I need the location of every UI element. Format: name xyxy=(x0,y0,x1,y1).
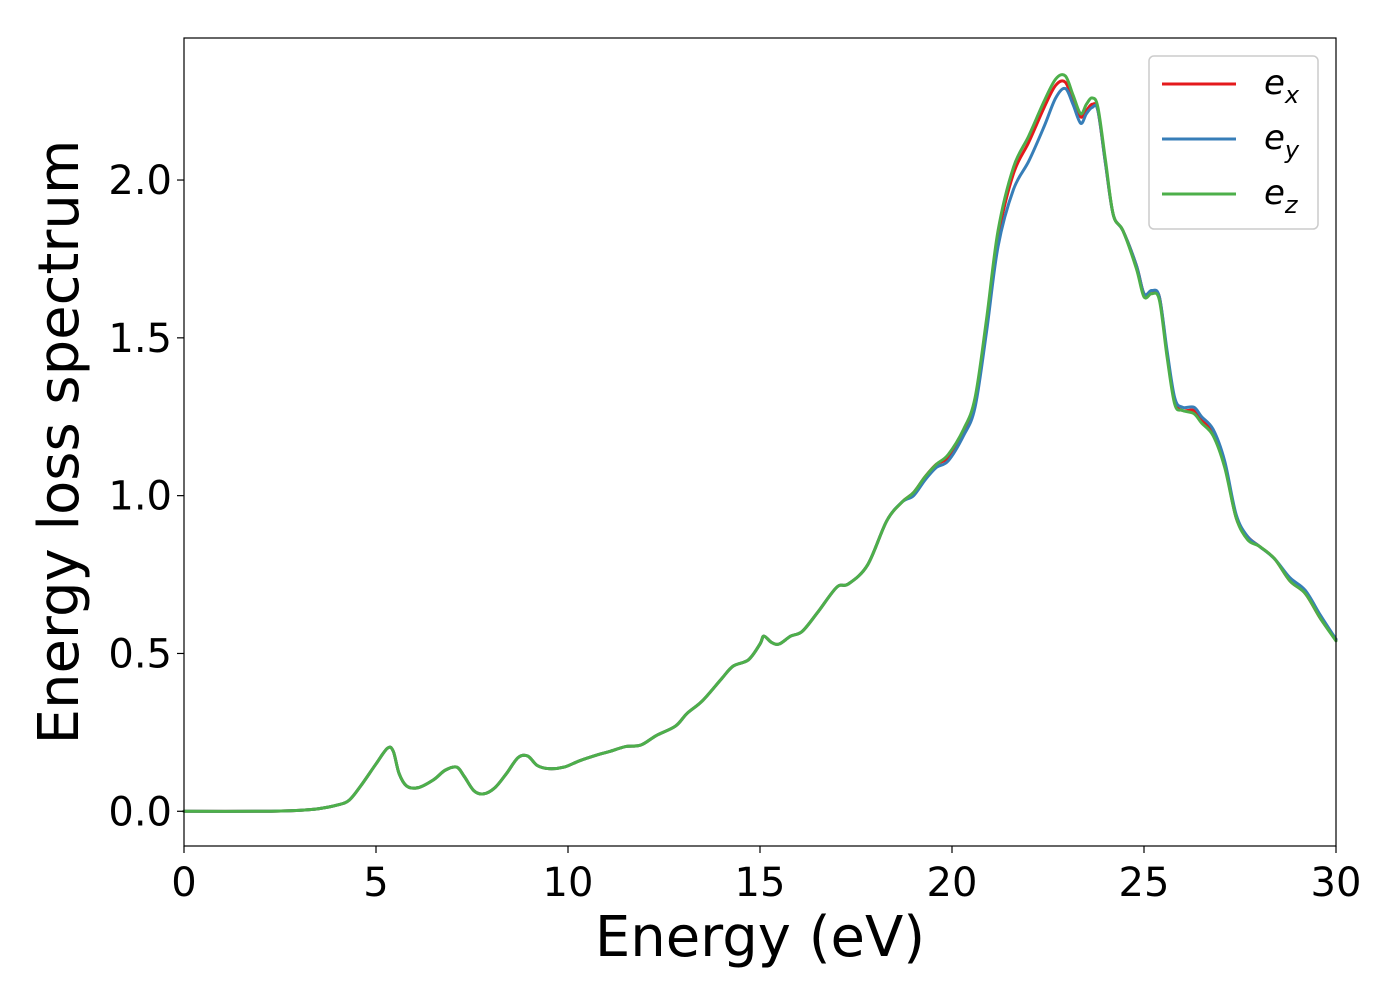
y-tick-label: 2.0 xyxy=(108,158,172,204)
x-axis-ticks: 0 5 10 15 20 25 30 xyxy=(171,846,1361,906)
legend-box xyxy=(1148,55,1319,230)
legend-label-y: ey xyxy=(1264,118,1300,164)
y-axis-ticks: 0.0 0.5 1.0 1.5 2.0 xyxy=(108,158,184,835)
x-tick-label: 10 xyxy=(543,860,594,906)
legend-label-z: ez xyxy=(1264,173,1299,219)
x-tick-label: 20 xyxy=(927,860,978,906)
x-tick-label: 30 xyxy=(1311,860,1362,906)
x-tick-label: 25 xyxy=(1119,860,1170,906)
legend-label-x: ex xyxy=(1264,63,1300,109)
legend: ex ey ez xyxy=(1148,55,1319,230)
y-tick-label: 1.5 xyxy=(108,316,172,362)
x-tick-label: 15 xyxy=(735,860,786,906)
x-tick-label: 5 xyxy=(363,860,388,906)
y-tick-label: 0.5 xyxy=(108,631,172,677)
series-line-z xyxy=(182,73,1338,813)
y-tick-label: 1.0 xyxy=(108,474,172,520)
x-axis-label: Energy (eV) xyxy=(595,905,925,970)
y-axis-label: Energy loss spectrum xyxy=(27,140,92,745)
x-tick-label: 0 xyxy=(171,860,196,906)
plot-lines xyxy=(182,73,1338,813)
y-tick-label: 0.0 xyxy=(108,789,172,835)
